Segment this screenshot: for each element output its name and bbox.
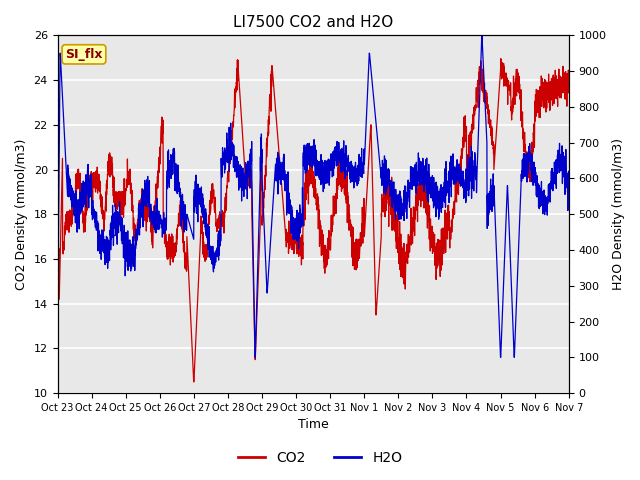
CO2 xyxy=(112,205,120,211)
Text: SI_flx: SI_flx xyxy=(65,48,102,61)
H2O xyxy=(250,270,257,276)
CO2 xyxy=(565,83,573,89)
Line: CO2: CO2 xyxy=(58,59,569,382)
H2O xyxy=(142,204,150,209)
Y-axis label: H2O Density (mmol/m3): H2O Density (mmol/m3) xyxy=(612,138,625,290)
Legend: CO2, H2O: CO2, H2O xyxy=(232,445,408,471)
H2O xyxy=(555,149,563,155)
H2O xyxy=(112,232,120,238)
H2O xyxy=(565,179,573,185)
CO2 xyxy=(497,56,505,61)
CO2 xyxy=(54,254,61,260)
CO2 xyxy=(272,110,280,116)
CO2 xyxy=(250,296,257,301)
Y-axis label: CO2 Density (mmol/m3): CO2 Density (mmol/m3) xyxy=(15,139,28,290)
X-axis label: Time: Time xyxy=(298,419,328,432)
CO2 xyxy=(142,217,150,223)
CO2 xyxy=(190,379,198,385)
CO2 xyxy=(555,82,563,88)
CO2 xyxy=(500,73,508,79)
H2O xyxy=(500,271,508,276)
Line: H2O: H2O xyxy=(58,36,569,357)
H2O xyxy=(252,354,259,360)
Title: LI7500 CO2 and H2O: LI7500 CO2 and H2O xyxy=(233,15,393,30)
H2O xyxy=(54,348,61,353)
H2O xyxy=(272,174,280,180)
H2O xyxy=(478,33,486,38)
